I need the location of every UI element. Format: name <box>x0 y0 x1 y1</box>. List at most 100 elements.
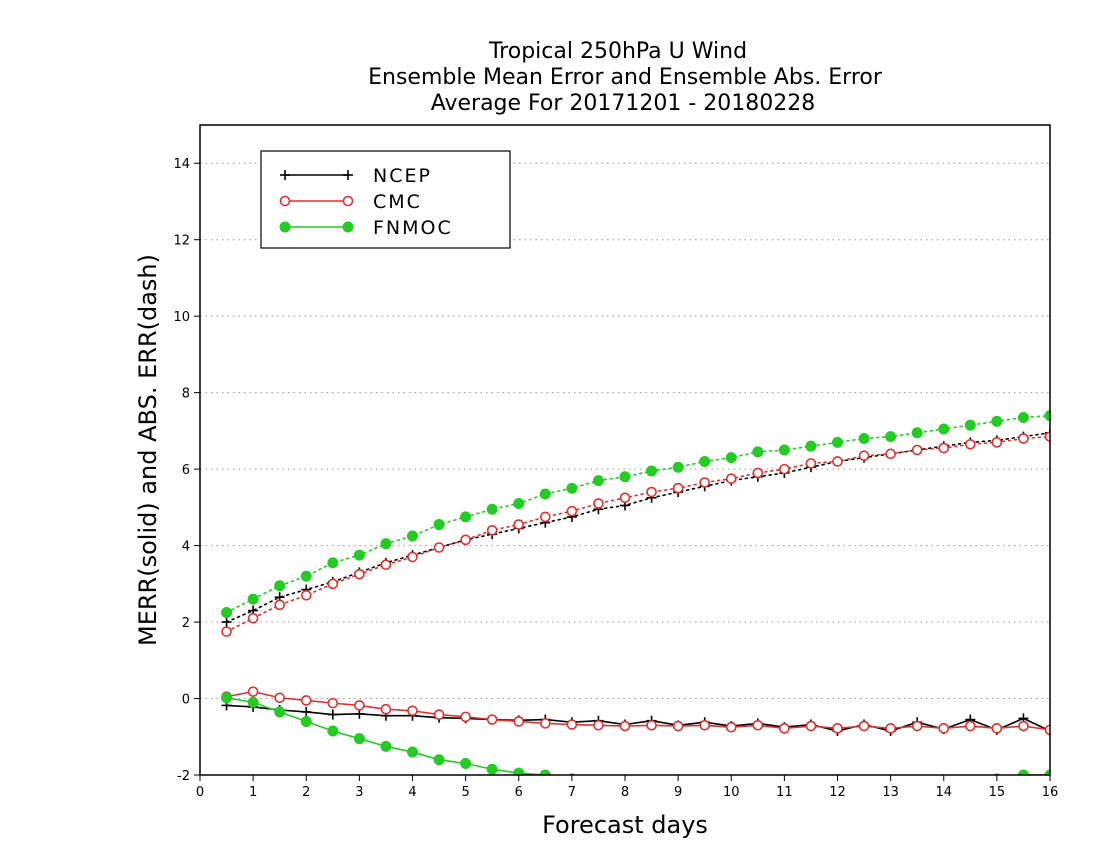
mean-err-point <box>700 787 710 797</box>
mean-err-point <box>380 740 392 752</box>
mean-err-point <box>274 706 286 718</box>
mean-err-point <box>300 695 312 706</box>
mean-err-point <box>540 718 551 729</box>
x-tick-label: 9 <box>674 785 682 800</box>
abs-err-point <box>672 482 684 494</box>
mean-err-point <box>806 793 816 803</box>
legend-entries: NCEP CMC FNMOC <box>279 165 453 239</box>
mean-err-point <box>805 720 817 732</box>
mean-err-point <box>725 721 737 733</box>
y-tick-label: 0 <box>182 693 190 708</box>
legend-label: FNMOC <box>373 217 453 239</box>
abs-err-point <box>1017 412 1029 423</box>
abs-err-point <box>247 593 259 605</box>
abs-err-point <box>354 568 365 580</box>
legend-label: NCEP <box>373 165 432 187</box>
abs-err-point <box>407 530 418 542</box>
abs-err-point <box>513 519 525 530</box>
mean-err-point <box>354 700 365 711</box>
mean-err-line-fnmoc <box>226 696 1050 775</box>
mean-err-point <box>380 703 392 715</box>
abs-err-point <box>752 446 764 458</box>
mean-err-point <box>912 787 922 797</box>
abs-err-point <box>221 607 233 618</box>
mean-err-point <box>327 725 339 737</box>
abs-err-point <box>327 557 339 569</box>
abs-err-line-cmc <box>225 435 1050 633</box>
mean-err-point <box>858 720 870 732</box>
x-tick-label: 13 <box>882 785 899 800</box>
abs-err-point <box>592 475 604 487</box>
abs-err-point <box>380 559 392 571</box>
abs-err-point <box>858 450 870 462</box>
x-tick-label: 10 <box>723 785 740 800</box>
series-layer <box>221 410 1050 803</box>
abs-err-point <box>965 438 976 450</box>
legend-marker <box>279 221 291 233</box>
abs-err-point <box>247 612 259 624</box>
abs-err-point <box>991 437 1003 448</box>
x-axis-label: Forecast days <box>542 811 708 839</box>
abs-err-line-ncep <box>225 431 1050 623</box>
x-tick-label: 11 <box>776 785 793 800</box>
abs-err-point <box>725 452 737 464</box>
abs-err-point <box>911 444 923 456</box>
mean-err-point <box>779 723 790 734</box>
legend-entry-fnmoc: FNMOC <box>279 217 453 239</box>
legend-marker <box>279 195 291 207</box>
abs-err-point <box>778 444 790 456</box>
abs-err-point <box>221 617 232 628</box>
y-tick-label: -2 <box>177 769 190 784</box>
x-tick-label: 1 <box>249 785 257 800</box>
y-tick-label: 6 <box>182 463 190 478</box>
abs-err-point <box>300 589 312 601</box>
abs-err-point <box>539 488 551 500</box>
abs-err-point <box>407 551 418 563</box>
mean-err-point <box>699 719 710 731</box>
abs-err-point <box>486 524 498 536</box>
legend: NCEP CMC FNMOC <box>260 150 511 249</box>
abs-err-point <box>593 498 604 509</box>
x-tick-label: 5 <box>461 785 469 800</box>
abs-err-point <box>353 549 365 561</box>
abs-err-point <box>566 482 578 494</box>
y-axis-label: MERR(solid) and ABS. ERR(dash) <box>134 254 162 646</box>
mean-err-point <box>859 791 869 801</box>
chart-title-line-3: Average For 20171201 - 20180228 <box>431 91 816 116</box>
abs-err-point <box>646 486 657 498</box>
abs-err-point <box>274 599 285 611</box>
abs-err-point <box>460 534 471 546</box>
abs-err-point <box>885 448 896 460</box>
abs-err-point <box>832 436 843 448</box>
series-cmc <box>221 431 1050 736</box>
abs-err-point <box>964 419 976 431</box>
abs-err-point <box>938 442 950 454</box>
mean-err-point <box>991 723 1003 734</box>
mean-err-point <box>566 719 578 730</box>
mean-err-point <box>433 709 445 720</box>
mean-err-point <box>407 746 418 758</box>
legend-marker <box>280 170 290 180</box>
abs-err-point <box>274 580 286 592</box>
x-tick-label: 12 <box>829 785 846 800</box>
abs-err-point <box>566 505 578 517</box>
abs-err-point <box>327 578 339 590</box>
mean-err-point <box>247 686 259 697</box>
y-tick-label: 2 <box>182 616 190 631</box>
y-tick-label: 12 <box>173 234 190 249</box>
x-tick-label: 3 <box>355 785 363 800</box>
mean-err-point <box>300 715 312 727</box>
abs-err-point <box>486 503 498 515</box>
x-tick-label: 0 <box>196 785 204 800</box>
mean-err-point <box>221 692 233 704</box>
abs-err-point <box>300 570 312 582</box>
abs-err-point <box>221 626 232 637</box>
y-tick-label: 10 <box>173 310 190 325</box>
mean-err-point <box>513 716 525 727</box>
abs-err-point <box>938 423 950 435</box>
x-tick-label: 6 <box>515 785 523 800</box>
abs-err-point <box>832 456 843 467</box>
